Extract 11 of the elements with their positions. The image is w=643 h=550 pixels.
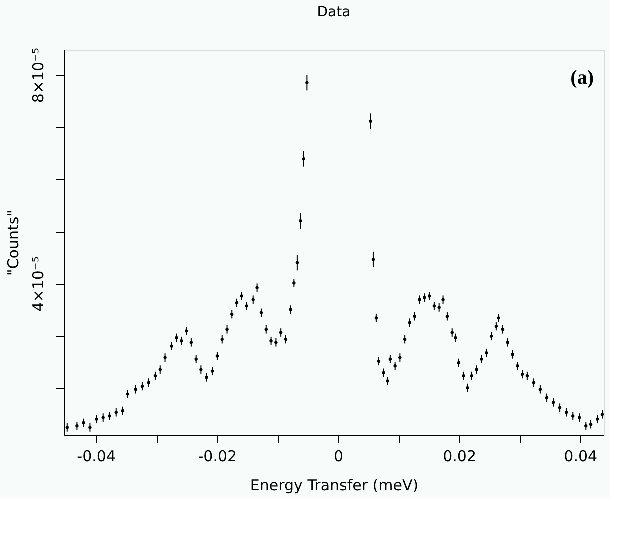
x-tick-label: 0.04 <box>564 448 598 466</box>
x-tick-label: 0 <box>334 448 344 466</box>
x-tick-label: 0.02 <box>443 448 477 466</box>
chart-title: Data <box>317 4 351 20</box>
x-tick-label: -0.02 <box>198 448 238 466</box>
x-tick-label: -0.04 <box>77 448 116 466</box>
y-tick-label: 8×10⁻⁵ <box>30 48 48 104</box>
x-axis-title: Energy Transfer (meV) <box>250 476 419 494</box>
y-tick-label: 4×10⁻⁵ <box>30 256 48 312</box>
y-axis-title: "Counts" <box>4 210 22 276</box>
annotation: (a) <box>570 67 594 89</box>
